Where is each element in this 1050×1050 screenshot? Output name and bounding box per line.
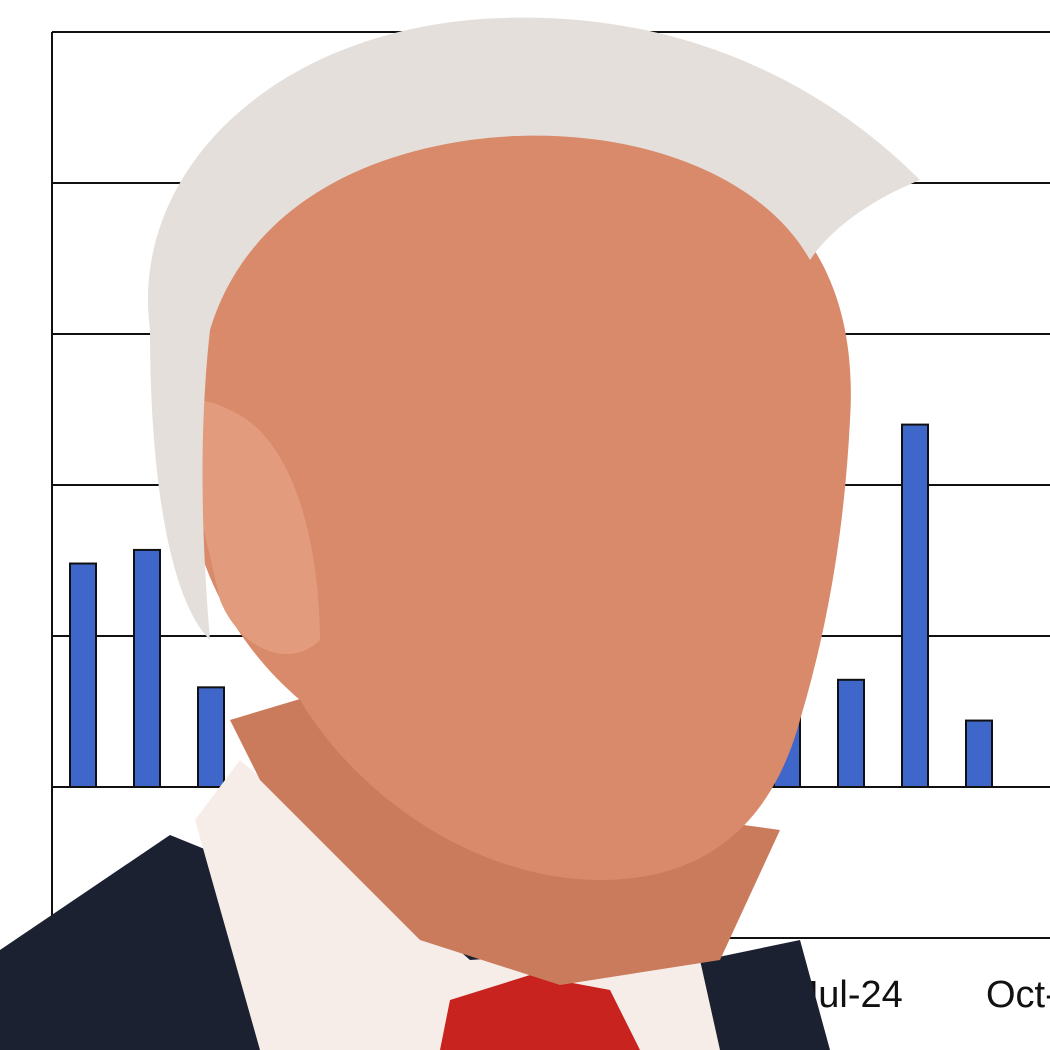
tie (440, 975, 640, 1050)
photo-cutout (0, 17, 920, 1050)
bar (69, 562, 97, 789)
hair (147, 17, 920, 640)
bar (197, 686, 225, 789)
bar (837, 678, 865, 788)
bar (133, 548, 161, 788)
bar (901, 423, 929, 788)
x-tick-label: Oct-24 (986, 974, 1050, 1016)
face (180, 130, 851, 880)
ear (169, 399, 320, 655)
bar (965, 719, 993, 788)
